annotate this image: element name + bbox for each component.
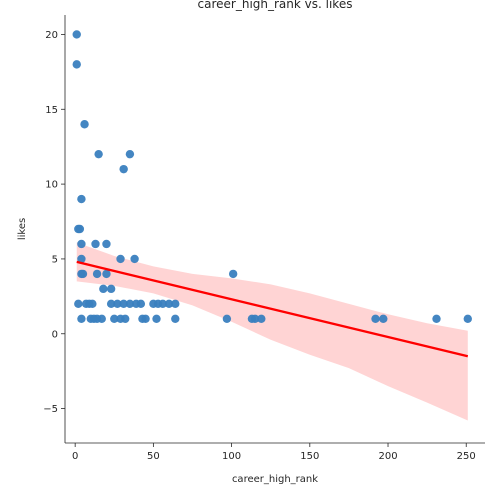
scatter-point	[158, 299, 167, 309]
regression-line	[76, 260, 469, 358]
scatter-point	[77, 239, 86, 249]
scatter-point	[102, 239, 111, 249]
scatter-point	[463, 314, 472, 323]
x-axis-label: career_high_rank	[232, 474, 318, 485]
scatter-point	[99, 284, 108, 294]
scatter-point	[228, 269, 238, 279]
y-tick-label: −5	[43, 404, 58, 415]
y-tick-label: 5	[52, 254, 58, 265]
scatter-point	[77, 254, 86, 264]
scatter-point	[371, 314, 380, 323]
scatter-point	[130, 254, 139, 264]
x-tick-label: 0	[72, 451, 78, 462]
points-layer	[72, 30, 472, 323]
scatter-point	[116, 254, 125, 264]
scatter-point	[77, 194, 86, 204]
scatter-point	[152, 314, 161, 323]
x-tick-label: 50	[147, 451, 160, 462]
scatter-point	[113, 299, 122, 309]
scatter-point	[106, 284, 116, 294]
confidence-band-layer	[76, 242, 468, 421]
chart-title: career_high_rank vs. likes	[198, 0, 353, 11]
x-tick-label: 250	[457, 451, 476, 462]
y-tick-label: 15	[45, 105, 58, 116]
scatter-point	[119, 164, 128, 174]
regression-line-layer	[76, 260, 469, 358]
scatter-point	[171, 314, 180, 323]
scatter-point	[141, 314, 150, 323]
scatter-point	[92, 269, 102, 279]
scatter-point	[164, 299, 174, 309]
y-tick-label: 0	[52, 329, 58, 340]
scatter-point	[94, 149, 103, 159]
y-axis-label: likes	[17, 218, 28, 240]
confidence-band	[76, 242, 468, 421]
y-tick-label: 10	[45, 180, 58, 191]
scatter-point	[136, 299, 146, 309]
scatter-point	[97, 314, 106, 323]
scatter-point	[119, 299, 128, 309]
x-ticks: 0 50 100 150 200 250	[72, 443, 476, 462]
scatter-point	[102, 269, 111, 279]
scatter-point	[74, 299, 83, 309]
scatter-point	[78, 269, 88, 279]
x-tick-label: 100	[222, 451, 241, 462]
axes-layer	[64, 15, 485, 444]
scatter-point	[106, 299, 116, 309]
scatter-point	[432, 314, 441, 323]
y-tick-label: 20	[45, 30, 58, 41]
scatter-point	[72, 60, 81, 69]
scatter-point	[222, 314, 232, 323]
scatter-point	[75, 224, 85, 234]
scatter-point	[125, 299, 135, 309]
scatter-point	[250, 314, 260, 323]
scatter-point	[110, 314, 119, 323]
scatter-point	[72, 30, 81, 39]
scatter-point	[125, 149, 135, 159]
scatter-point	[88, 299, 97, 309]
scatter-point	[91, 239, 100, 249]
scatter-point	[257, 314, 266, 323]
x-tick-label: 150	[300, 451, 319, 462]
scatter-point	[121, 314, 130, 323]
y-ticks: −5 0 5 10 15 20	[43, 30, 65, 415]
scatter-point	[379, 314, 388, 323]
scatter-point	[80, 120, 89, 129]
scatter-point	[77, 314, 86, 323]
scatter-point	[171, 299, 180, 309]
x-tick-label: 200	[378, 451, 397, 462]
